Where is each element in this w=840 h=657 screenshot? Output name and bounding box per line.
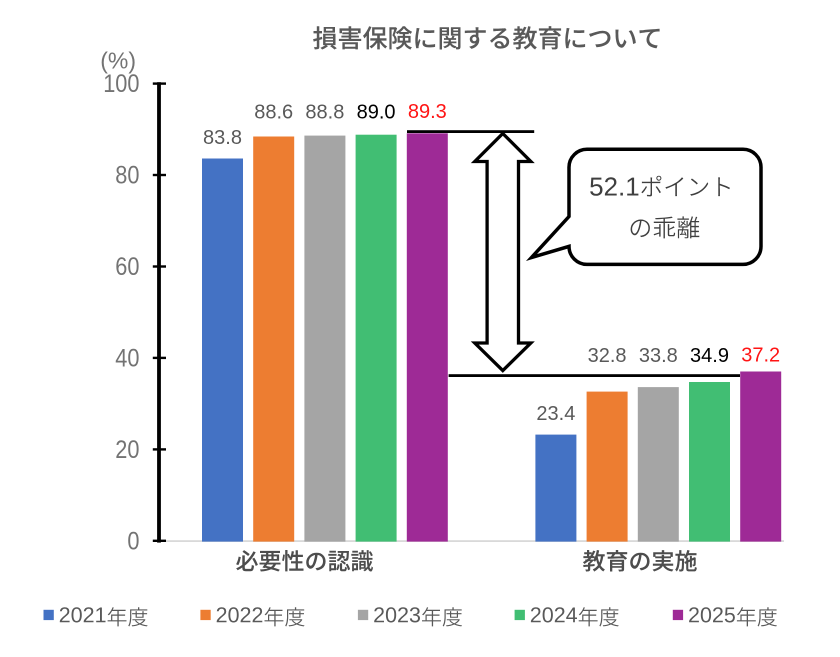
svg-text:83.8: 83.8 (203, 127, 242, 149)
svg-text:20: 20 (115, 436, 139, 464)
svg-text:88.8: 88.8 (305, 101, 344, 123)
svg-text:40: 40 (115, 344, 139, 372)
svg-text:(%): (%) (100, 47, 136, 73)
svg-text:32.8: 32.8 (588, 345, 627, 367)
svg-text:60: 60 (115, 253, 139, 281)
svg-text:89.0: 89.0 (357, 101, 396, 123)
svg-text:100: 100 (103, 70, 139, 98)
svg-text:80: 80 (115, 161, 139, 189)
svg-text:88.6: 88.6 (254, 101, 293, 123)
svg-text:89.3: 89.3 (408, 101, 447, 123)
svg-text:33.8: 33.8 (639, 345, 678, 367)
svg-text:37.2: 37.2 (741, 345, 780, 367)
svg-text:23.4: 23.4 (536, 403, 575, 425)
svg-text:0: 0 (127, 527, 139, 555)
svg-text:34.9: 34.9 (690, 345, 729, 367)
